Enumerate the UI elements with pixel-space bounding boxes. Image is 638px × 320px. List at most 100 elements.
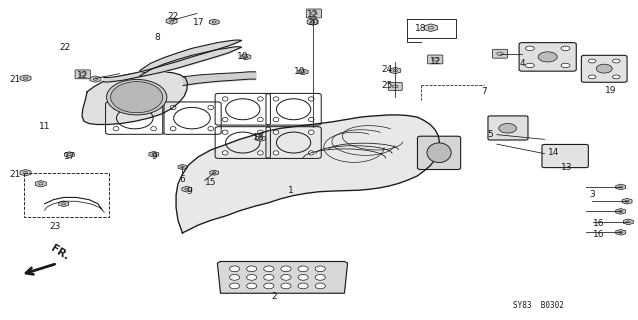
FancyBboxPatch shape xyxy=(493,49,508,58)
Ellipse shape xyxy=(298,266,308,272)
Ellipse shape xyxy=(526,46,535,51)
Ellipse shape xyxy=(561,46,570,51)
Polygon shape xyxy=(218,261,348,293)
Ellipse shape xyxy=(222,97,228,101)
Polygon shape xyxy=(298,69,308,75)
Ellipse shape xyxy=(263,275,274,280)
Text: 25: 25 xyxy=(382,81,392,90)
Polygon shape xyxy=(616,184,626,190)
FancyBboxPatch shape xyxy=(389,82,402,91)
Polygon shape xyxy=(182,186,192,192)
Ellipse shape xyxy=(222,117,228,122)
Text: 8: 8 xyxy=(154,33,160,42)
Polygon shape xyxy=(20,75,31,81)
Ellipse shape xyxy=(263,266,274,272)
Ellipse shape xyxy=(246,283,256,289)
Text: 21: 21 xyxy=(10,170,21,179)
Ellipse shape xyxy=(170,126,176,131)
Ellipse shape xyxy=(588,75,596,79)
Text: 5: 5 xyxy=(487,130,493,139)
FancyBboxPatch shape xyxy=(417,136,461,170)
Text: 1: 1 xyxy=(288,186,293,195)
Ellipse shape xyxy=(315,275,325,280)
Ellipse shape xyxy=(170,105,176,110)
Polygon shape xyxy=(241,54,251,60)
Ellipse shape xyxy=(281,283,291,289)
Text: 9: 9 xyxy=(186,187,191,196)
Polygon shape xyxy=(149,151,159,157)
Ellipse shape xyxy=(561,63,570,68)
FancyBboxPatch shape xyxy=(427,55,443,64)
Ellipse shape xyxy=(281,266,291,272)
Ellipse shape xyxy=(315,266,325,272)
Ellipse shape xyxy=(597,64,612,73)
Ellipse shape xyxy=(273,117,279,122)
Text: 4: 4 xyxy=(519,59,525,68)
Text: 12: 12 xyxy=(429,57,441,66)
Text: 7: 7 xyxy=(481,87,487,96)
Text: 16: 16 xyxy=(593,230,604,239)
Text: 17: 17 xyxy=(64,152,75,161)
Text: 14: 14 xyxy=(548,148,560,156)
Ellipse shape xyxy=(273,97,279,101)
Text: 3: 3 xyxy=(590,190,595,199)
Ellipse shape xyxy=(151,126,156,131)
Polygon shape xyxy=(210,170,219,175)
Text: 11: 11 xyxy=(39,122,50,131)
Ellipse shape xyxy=(107,79,167,115)
Ellipse shape xyxy=(612,75,620,79)
Polygon shape xyxy=(209,19,219,25)
Ellipse shape xyxy=(110,82,163,113)
Text: SY83  B0302: SY83 B0302 xyxy=(513,301,563,310)
Polygon shape xyxy=(622,198,632,204)
Ellipse shape xyxy=(308,97,314,101)
Ellipse shape xyxy=(151,105,156,110)
Ellipse shape xyxy=(427,143,451,163)
Text: 18: 18 xyxy=(253,133,264,142)
Ellipse shape xyxy=(308,117,314,122)
Ellipse shape xyxy=(246,275,256,280)
Polygon shape xyxy=(616,229,626,235)
Polygon shape xyxy=(82,72,188,124)
Text: 18: 18 xyxy=(415,24,426,33)
Ellipse shape xyxy=(588,59,596,63)
Text: 22: 22 xyxy=(59,43,71,52)
Polygon shape xyxy=(35,180,47,187)
Polygon shape xyxy=(390,68,401,74)
Ellipse shape xyxy=(208,126,214,131)
Ellipse shape xyxy=(315,283,325,289)
Text: 6: 6 xyxy=(179,174,185,184)
Ellipse shape xyxy=(308,130,314,134)
Ellipse shape xyxy=(222,130,228,134)
Ellipse shape xyxy=(230,266,240,272)
Polygon shape xyxy=(178,164,187,170)
Ellipse shape xyxy=(538,52,557,62)
Text: 22: 22 xyxy=(167,12,179,21)
Text: 24: 24 xyxy=(382,65,392,74)
Polygon shape xyxy=(166,18,177,24)
Polygon shape xyxy=(20,170,31,176)
Text: 10: 10 xyxy=(294,67,306,76)
Ellipse shape xyxy=(113,105,119,110)
Text: 9: 9 xyxy=(151,152,157,161)
Ellipse shape xyxy=(246,266,256,272)
Text: 10: 10 xyxy=(237,52,249,61)
Text: 23: 23 xyxy=(50,222,61,231)
FancyBboxPatch shape xyxy=(306,9,322,18)
Text: 12: 12 xyxy=(77,71,89,80)
Ellipse shape xyxy=(612,59,620,63)
Polygon shape xyxy=(59,201,69,207)
Text: 20: 20 xyxy=(307,18,318,27)
Text: 19: 19 xyxy=(605,86,617,95)
Text: FR.: FR. xyxy=(49,244,71,262)
Text: 15: 15 xyxy=(205,178,217,187)
Polygon shape xyxy=(64,152,74,157)
Ellipse shape xyxy=(113,126,119,131)
Ellipse shape xyxy=(208,105,214,110)
Polygon shape xyxy=(623,219,634,225)
Ellipse shape xyxy=(258,97,263,101)
Ellipse shape xyxy=(298,283,308,289)
Polygon shape xyxy=(307,19,318,25)
FancyBboxPatch shape xyxy=(542,144,588,168)
Ellipse shape xyxy=(526,63,535,68)
